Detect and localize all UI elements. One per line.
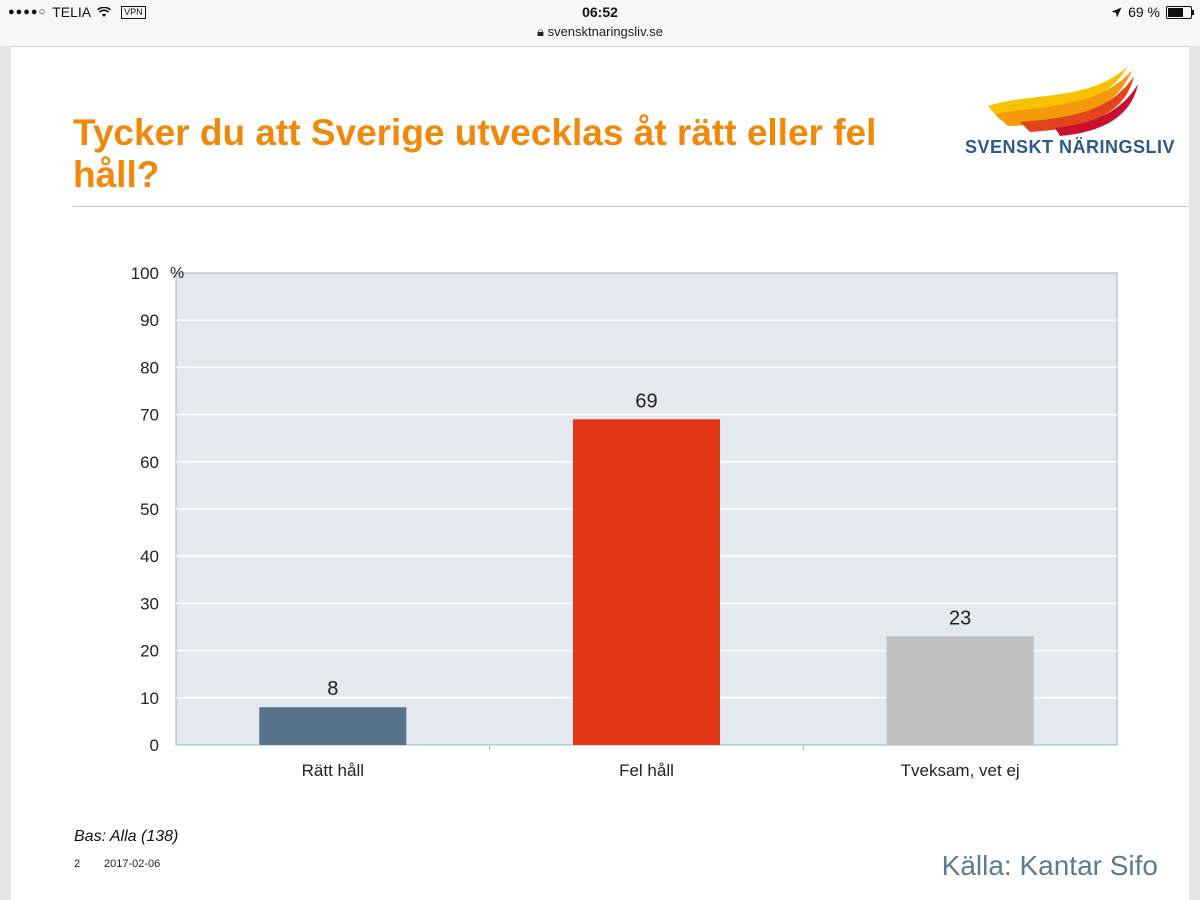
- address-bar[interactable]: 🔒︎ svensktnaringsliv.se: [0, 24, 1200, 40]
- y-tick-label: 30: [140, 594, 159, 613]
- battery-percent: 69 %: [1128, 4, 1160, 20]
- status-bar: ●●●●○ TELIA VPN 06:52 69 % 🔒︎ svensktnar…: [0, 0, 1200, 47]
- y-tick-label: 10: [140, 689, 159, 708]
- bar-value-label: 69: [635, 390, 657, 412]
- battery-info: 69 %: [1111, 4, 1194, 20]
- url-text: svensktnaringsliv.se: [547, 24, 663, 39]
- y-tick-label: 40: [140, 547, 159, 566]
- title-divider: [73, 206, 1189, 207]
- clock: 06:52: [582, 4, 618, 20]
- slide-title: Tycker du att Sverige utvecklas åt rätt …: [73, 112, 877, 195]
- y-tick-label: 90: [140, 311, 159, 330]
- logo-swoosh-icon: [988, 66, 1138, 136]
- vpn-badge: VPN: [121, 5, 146, 19]
- bar-value-label: 8: [327, 678, 338, 700]
- location-arrow-icon: [1111, 7, 1122, 17]
- page-number: 2: [74, 858, 81, 870]
- y-tick-label: 60: [140, 453, 159, 472]
- y-tick-label: 50: [140, 500, 159, 519]
- carrier-name: TELIA: [52, 4, 92, 20]
- x-category-label: Fel håll: [619, 761, 674, 780]
- slide-edge-left: [0, 46, 11, 900]
- y-tick-label: 100: [131, 264, 159, 283]
- x-category-label: Tveksam, vet ej: [901, 761, 1020, 780]
- source-note: Källa: Kantar Sifo: [941, 850, 1158, 881]
- bar-value-label: 23: [949, 607, 971, 629]
- bar-2: [573, 419, 720, 745]
- signal-strength-icon: ●●●●○: [8, 6, 47, 18]
- battery-icon: [1166, 5, 1194, 19]
- slide-edge-right: [1189, 46, 1200, 900]
- x-category-label: Rätt håll: [302, 761, 364, 780]
- logo-text: SVENSKT NÄRINGSLIV: [965, 137, 1176, 157]
- carrier-info: ●●●●○ TELIA VPN: [8, 4, 146, 20]
- y-tick-label: 0: [150, 736, 159, 755]
- slide-date: 2017-02-06: [104, 858, 161, 870]
- y-axis-unit: %: [170, 265, 184, 282]
- base-note: Bas: Alla (138): [74, 828, 179, 845]
- lock-icon: 🔒︎: [537, 24, 544, 39]
- y-tick-label: 80: [140, 358, 159, 377]
- bar-3: [886, 636, 1034, 745]
- bar-1: [259, 707, 407, 745]
- wifi-icon: [97, 6, 112, 17]
- y-tick-label: 70: [140, 406, 159, 425]
- y-tick-label: 20: [140, 642, 159, 661]
